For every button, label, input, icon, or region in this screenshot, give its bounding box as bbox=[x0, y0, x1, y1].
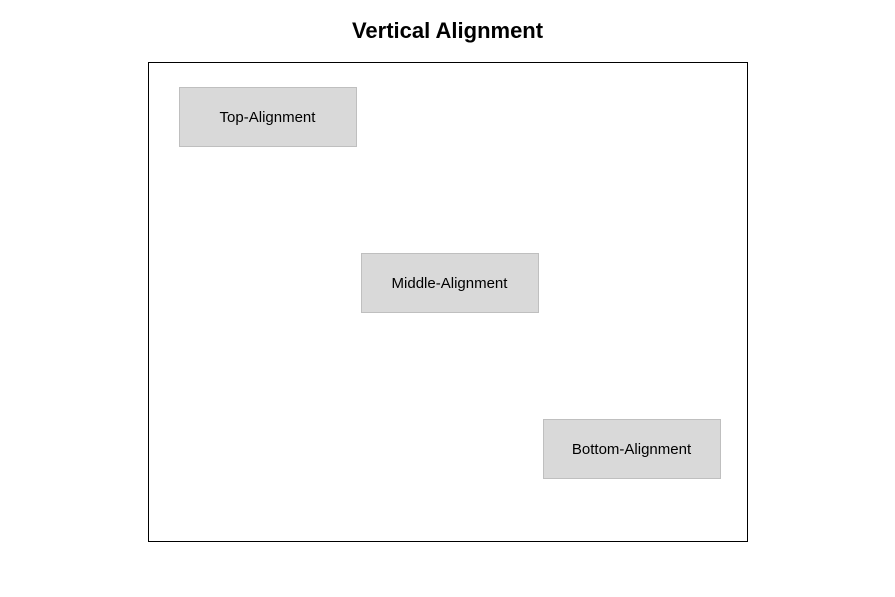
top-alignment-box: Top-Alignment bbox=[179, 87, 357, 147]
alignment-container: Top-Alignment Middle-Alignment Bottom-Al… bbox=[148, 62, 748, 542]
middle-alignment-label: Middle-Alignment bbox=[392, 275, 508, 292]
top-alignment-label: Top-Alignment bbox=[220, 109, 316, 126]
bottom-alignment-box: Bottom-Alignment bbox=[543, 419, 721, 479]
bottom-alignment-label: Bottom-Alignment bbox=[572, 441, 691, 458]
middle-alignment-box: Middle-Alignment bbox=[361, 253, 539, 313]
diagram-title: Vertical Alignment bbox=[352, 18, 543, 44]
